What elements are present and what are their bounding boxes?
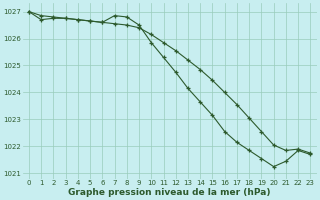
X-axis label: Graphe pression niveau de la mer (hPa): Graphe pression niveau de la mer (hPa) xyxy=(68,188,271,197)
